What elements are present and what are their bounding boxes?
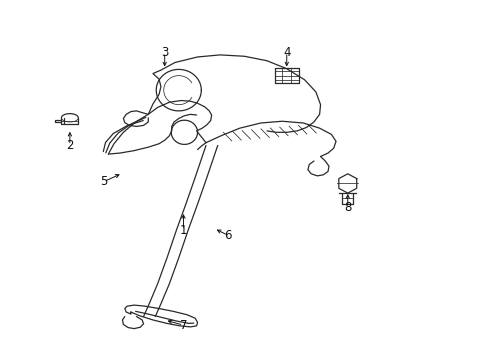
Text: 2: 2: [66, 139, 74, 152]
Text: 3: 3: [161, 46, 168, 59]
Text: 7: 7: [180, 319, 187, 332]
Text: 8: 8: [344, 201, 351, 214]
Text: 1: 1: [180, 224, 187, 237]
Text: 4: 4: [283, 46, 290, 59]
Text: 5: 5: [100, 175, 107, 188]
Text: 6: 6: [224, 229, 231, 242]
